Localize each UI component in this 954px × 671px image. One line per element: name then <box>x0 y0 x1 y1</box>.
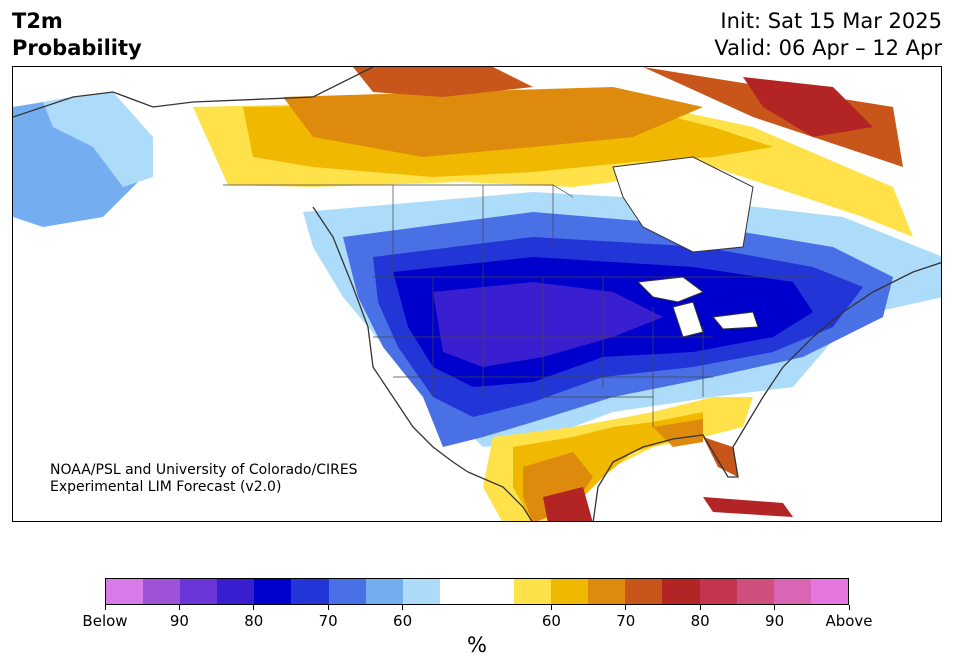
colorbar-segment <box>365 579 403 604</box>
product-title: Probability <box>12 36 142 60</box>
colorbar-segment <box>625 579 663 604</box>
title-block: T2m Probability <box>12 8 142 62</box>
colorbar-segment <box>514 579 552 604</box>
colorbar-tick-mark <box>550 605 552 610</box>
colorbar-segment <box>217 579 255 604</box>
colorbar-tick-label: 70 <box>318 612 338 630</box>
colorbar-tick-label: 80 <box>690 612 710 630</box>
colorbar-tick-mark <box>178 605 180 610</box>
coastline <box>13 67 941 521</box>
valid-dates: Valid: 06 Apr – 12 Apr <box>714 36 942 60</box>
colorbar-tick-mark <box>104 605 106 610</box>
credit-text: NOAA/PSL and University of Colorado/CIRE… <box>50 462 358 496</box>
colorbar-tick-mark <box>848 605 850 610</box>
colorbar-segment <box>180 579 218 604</box>
colorbar-tick-label: 60 <box>393 612 413 630</box>
colorbar-segment <box>106 579 144 604</box>
political-borders <box>223 184 813 427</box>
colorbar-segment <box>476 579 515 604</box>
forecast-map: NOAA/PSL and University of Colorado/CIRE… <box>12 66 942 522</box>
colorbar-segment <box>402 579 440 604</box>
colorbar-segment <box>143 579 181 604</box>
colorbar-tick-mark <box>625 605 627 610</box>
colorbar-tick-label: 70 <box>616 612 636 630</box>
region-above-max-mexico <box>543 487 593 521</box>
colorbar-unit: % <box>467 633 487 657</box>
colorbar-segment <box>699 579 737 604</box>
region-below-max <box>433 282 663 367</box>
colorbar-tick-mark <box>327 605 329 610</box>
colorbar-segment <box>810 579 848 604</box>
colorbar-segment <box>662 579 700 604</box>
colorbar-segment <box>736 579 774 604</box>
hudson-bay <box>612 156 754 253</box>
credit-line-1: NOAA/PSL and University of Colorado/CIRE… <box>50 462 358 478</box>
colorbar-segment <box>551 579 589 604</box>
colorbar-segment <box>254 579 292 604</box>
colorbar-tick-mark <box>699 605 701 610</box>
colorbar-segment <box>773 579 811 604</box>
colorbar-segment <box>439 579 477 604</box>
colorbar-tick-mark <box>402 605 404 610</box>
colorbar-segment <box>588 579 626 604</box>
region-below-alaska-light <box>43 92 153 187</box>
colorbar-tick-mark <box>774 605 776 610</box>
colorbar-tick-label: Above <box>825 612 873 630</box>
colorbar-segment <box>328 579 366 604</box>
colorbar-tick-label: 90 <box>765 612 785 630</box>
colorbar-tick-mark <box>253 605 255 610</box>
colorbar-segment <box>291 579 329 604</box>
init-date: Init: Sat 15 Mar 2025 <box>720 9 942 33</box>
date-block: Init: Sat 15 Mar 2025 Valid: 06 Apr – 12… <box>714 8 942 62</box>
colorbar-tick-label: 80 <box>244 612 264 630</box>
region-above-max-florida <box>703 437 738 477</box>
colorbar <box>105 578 849 605</box>
map-canvas <box>13 67 941 521</box>
colorbar-tick-label: Below <box>82 612 128 630</box>
colorbar-tick-label: 90 <box>169 612 189 630</box>
region-above-strong-north <box>283 87 703 157</box>
region-above-max-greenland <box>743 77 873 137</box>
credit-line-2: Experimental LIM Forecast (v2.0) <box>50 479 282 495</box>
region-above-max-cuba <box>703 497 793 517</box>
variable-title: T2m <box>12 9 63 33</box>
colorbar-tick-label: 60 <box>541 612 561 630</box>
